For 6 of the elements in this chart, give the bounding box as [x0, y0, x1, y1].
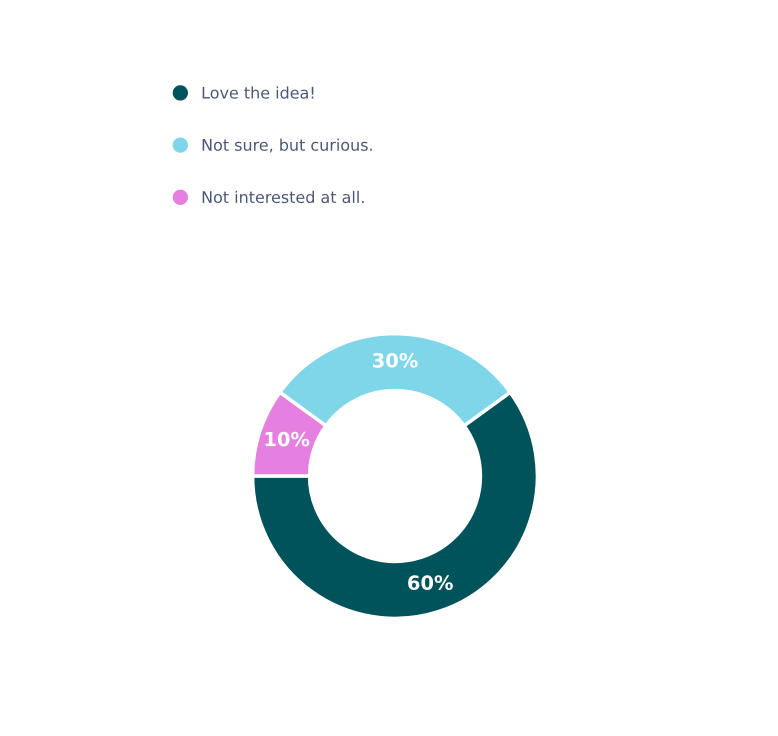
data-label: 10%	[266, 432, 310, 446]
data-label: 30%	[373, 353, 418, 368]
data-label: 60%	[408, 575, 453, 590]
legend-label: Not sure, but curious.	[202, 138, 372, 153]
legend-label: Not interested at all.	[202, 190, 364, 204]
legend-label: Love the idea!	[202, 86, 314, 99]
